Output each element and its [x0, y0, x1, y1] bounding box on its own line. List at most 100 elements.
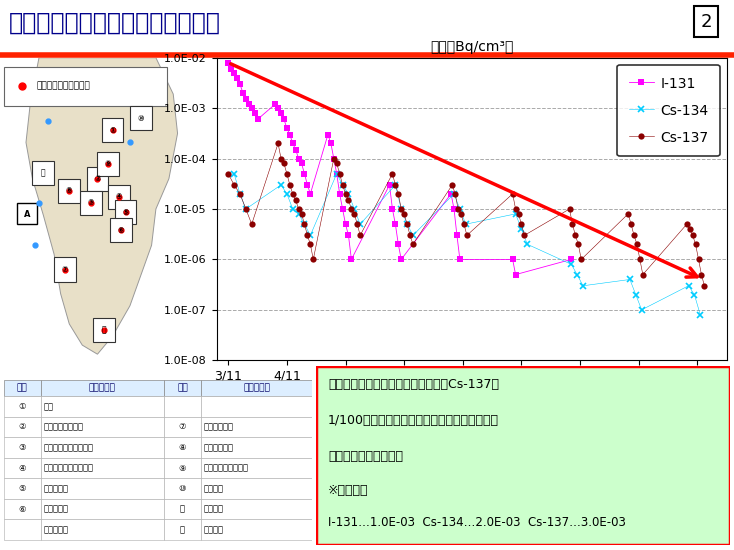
Cs-137 — [224, 170, 233, 177]
Text: ３号機山側: ３号機山側 — [44, 525, 69, 534]
I-131 — [330, 155, 338, 162]
Cs-134 — [511, 211, 520, 217]
Title: 西門（Bq/cm³）: 西門（Bq/cm³） — [430, 40, 513, 54]
Cs-134 — [306, 232, 315, 239]
Bar — [4, 519, 40, 540]
Bar — [164, 499, 201, 519]
Cs-134 — [631, 292, 640, 298]
Bar — [109, 185, 130, 209]
Cs-137 — [335, 170, 344, 177]
Text: I-131…1.0E-03  Cs-134…2.0E-03  Cs-137…3.0E-03: I-131…1.0E-03 Cs-134…2.0E-03 Cs-137…3.0E… — [328, 516, 626, 529]
Cs-134 — [567, 261, 575, 268]
Bar — [4, 478, 40, 499]
Text: ⑩: ⑩ — [137, 114, 144, 123]
Bar — [59, 179, 80, 203]
I-131 — [397, 256, 406, 263]
Cs-134 — [637, 306, 646, 313]
Bar — [201, 458, 312, 478]
Text: ⑫: ⑫ — [101, 326, 106, 334]
Line: Cs-137: Cs-137 — [225, 140, 708, 289]
Text: ⑦: ⑦ — [178, 422, 186, 431]
Cs-134 — [241, 206, 250, 212]
Cs-134 — [300, 221, 309, 228]
Cs-137 — [306, 241, 315, 248]
Text: 廃棄管理棟前: 廃棄管理棟前 — [204, 422, 234, 431]
I-131 — [341, 221, 350, 228]
Bar — [4, 417, 40, 437]
Text: １号機山側: １号機山側 — [44, 484, 69, 493]
Bar — [164, 458, 201, 478]
Legend: I-131, Cs-134, Cs-137: I-131, Cs-134, Cs-137 — [617, 65, 720, 156]
Cs-137 — [388, 170, 397, 177]
Cs-134 — [344, 190, 353, 197]
I-131 — [335, 190, 344, 197]
Text: ⑧: ⑧ — [66, 186, 73, 195]
Polygon shape — [26, 58, 178, 354]
Text: ⑪: ⑪ — [41, 168, 46, 177]
Cs-134 — [333, 170, 341, 177]
Bar — [54, 257, 76, 282]
I-131 — [388, 206, 397, 212]
Cs-134 — [456, 206, 465, 212]
I-131 — [291, 146, 300, 153]
Text: 濃度で推移している。: 濃度で推移している。 — [328, 450, 403, 463]
Text: ＭＰ－３: ＭＰ－３ — [204, 505, 224, 514]
Bar — [115, 200, 137, 224]
Cs-134 — [403, 221, 412, 228]
Text: ④: ④ — [116, 192, 123, 201]
Text: ３、４号機西側法面上: ３、４号機西側法面上 — [44, 464, 94, 472]
Cs-134 — [690, 292, 699, 298]
Cs-137 — [636, 256, 644, 263]
I-131 — [303, 182, 312, 188]
I-131 — [333, 170, 341, 177]
Cs-134 — [294, 211, 303, 217]
Bar — [4, 458, 40, 478]
I-131 — [271, 101, 280, 107]
Cs-134 — [397, 206, 406, 212]
Text: ⑦: ⑦ — [62, 265, 68, 274]
Cs-134 — [288, 206, 297, 212]
Bar — [130, 106, 151, 130]
Text: サンプリングポイント: サンプリングポイント — [37, 81, 90, 90]
I-131 — [347, 256, 356, 263]
I-131 — [230, 70, 239, 76]
Bar — [164, 380, 201, 396]
Text: ②: ② — [94, 174, 101, 183]
Text: ※告示濃度: ※告示濃度 — [328, 484, 368, 497]
Bar — [40, 519, 164, 540]
I-131 — [224, 59, 233, 66]
Bar — [4, 396, 40, 417]
I-131 — [233, 74, 241, 81]
Bar — [40, 499, 164, 519]
I-131 — [450, 206, 459, 212]
Bar — [110, 218, 132, 243]
Text: 調査地点名: 調査地点名 — [89, 383, 116, 393]
Bar — [40, 380, 164, 396]
Bar — [201, 478, 312, 499]
I-131 — [286, 131, 294, 138]
Text: 番号: 番号 — [177, 383, 188, 393]
I-131 — [294, 155, 303, 162]
I-131 — [277, 110, 286, 117]
Text: ⑨: ⑨ — [178, 464, 186, 472]
Text: 水処理建屋前: 水処理建屋前 — [204, 443, 234, 452]
Text: ③: ③ — [18, 443, 26, 452]
I-131 — [239, 90, 247, 96]
I-131 — [338, 206, 347, 212]
Cs-134 — [578, 283, 587, 289]
Text: 調査地点名: 調査地点名 — [243, 383, 270, 393]
Cs-134 — [409, 232, 418, 239]
Cs-137 — [694, 256, 703, 263]
Cs-134 — [517, 226, 526, 232]
Cs-134 — [338, 182, 347, 188]
Text: ＭＰ－１: ＭＰ－１ — [204, 484, 224, 493]
Cs-137 — [406, 232, 415, 239]
Text: 1/100以下まで低下し、告示濃度を十分下回る: 1/100以下まで低下し、告示濃度を十分下回る — [328, 414, 499, 427]
Bar — [201, 417, 312, 437]
I-131 — [227, 65, 236, 72]
I-131 — [508, 256, 517, 263]
Cs-137 — [700, 283, 709, 289]
Line: Cs-134: Cs-134 — [230, 170, 704, 318]
I-131 — [385, 182, 394, 188]
Text: ⑫: ⑫ — [180, 525, 185, 534]
